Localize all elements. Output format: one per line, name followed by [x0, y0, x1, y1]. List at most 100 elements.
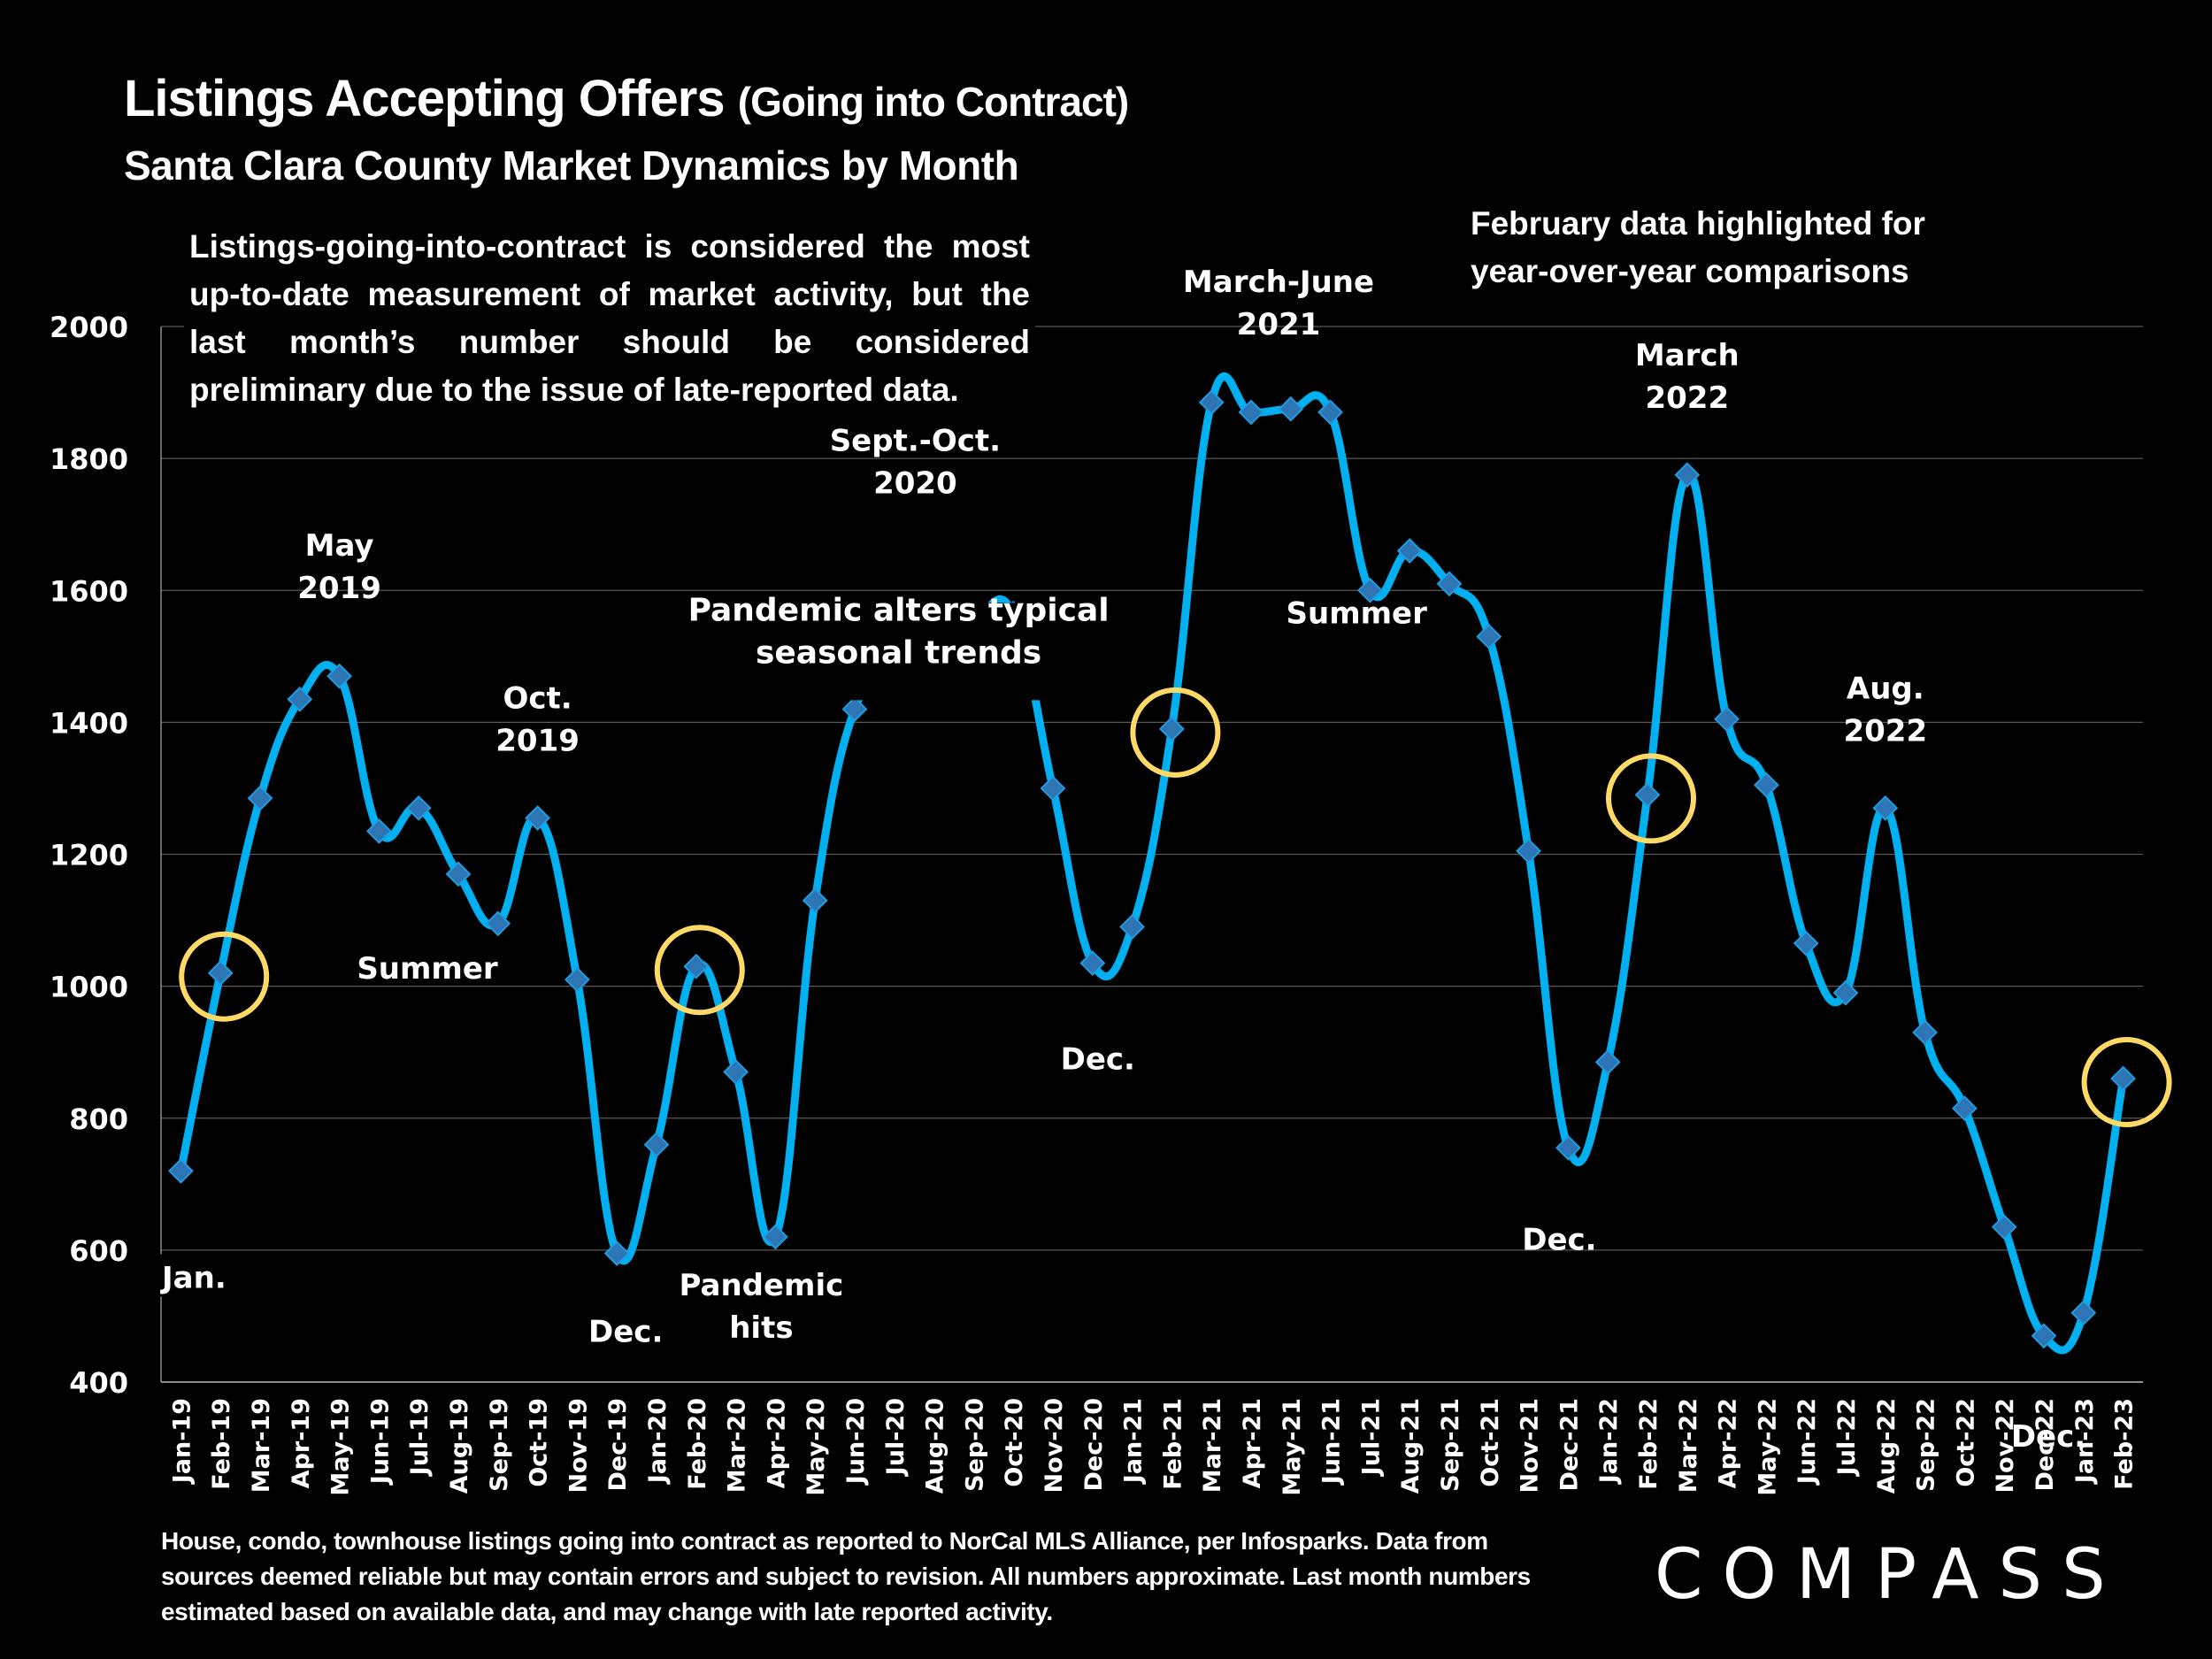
x-tick-label: Jul-21 — [1357, 1398, 1385, 1477]
february-highlight-note: February data highlighted for year-over-… — [1471, 200, 1925, 296]
x-axis-ticks: Jan-19 Feb-19 Mar-19 Apr-19 May-19 Jun-19 Jul-… — [168, 1398, 2138, 1496]
x-tick-label: Feb-20 — [684, 1398, 711, 1490]
annotation-label: Jan. — [160, 1260, 227, 1295]
annotation-label: Aug. — [1847, 671, 1924, 706]
x-tick-label: Mar-22 — [1675, 1398, 1702, 1493]
x-tick-label: Dec-20 — [1080, 1398, 1108, 1492]
annotation-label: Oct. — [503, 680, 572, 716]
annotation-label: 2019 — [297, 571, 381, 606]
y-tick-label: 1600 — [50, 574, 128, 608]
x-tick-label: Nov-19 — [565, 1398, 592, 1494]
data-point-Jul-22 — [1832, 979, 1859, 1006]
data-point-Jun-20 — [841, 696, 868, 722]
x-tick-label: Mar-21 — [1199, 1398, 1226, 1493]
data-point-Nov-22 — [1991, 1214, 2017, 1240]
x-tick-label: Jan-23 — [2071, 1398, 2099, 1485]
data-point-Feb-21 — [1158, 716, 1185, 742]
data-point-Jan-22 — [1594, 1048, 1621, 1075]
data-point-Dec-21 — [1555, 1134, 1581, 1161]
x-tick-label: Feb-21 — [1159, 1398, 1187, 1490]
data-point-Sep-22 — [1912, 1019, 1939, 1046]
x-tick-label: Nov-20 — [1041, 1398, 1068, 1494]
annotation-label: 2019 — [495, 723, 580, 758]
data-point-Jul-21 — [1356, 577, 1383, 603]
x-tick-label: Sep-22 — [1913, 1398, 1940, 1492]
x-tick-label: Aug-19 — [446, 1398, 473, 1494]
highlight-ring-Feb-22 — [1606, 753, 1696, 844]
data-point-Jan-21 — [1119, 914, 1146, 940]
february-note-line-1: February data highlighted for — [1471, 205, 1925, 242]
data-point-May-22 — [1753, 772, 1779, 798]
x-tick-label: Nov-22 — [1992, 1398, 2019, 1494]
data-point-Apr-22 — [1714, 706, 1740, 733]
data-point-Nov-19 — [564, 966, 590, 993]
annotation-label: Summer — [1286, 596, 1428, 632]
chart-annotations: Jan. May 2019 Summer Oct. 2019 Dec. Pandemic hit… — [154, 265, 2085, 1455]
x-tick-label: Oct-21 — [1477, 1398, 1504, 1487]
x-tick-label: Feb-23 — [2111, 1398, 2139, 1490]
x-tick-label: May-19 — [327, 1398, 355, 1496]
data-point-Dec-19 — [603, 1240, 630, 1267]
data-point-May-20 — [802, 887, 828, 914]
x-tick-label: Apr-20 — [763, 1398, 790, 1488]
highlight-ring-Feb-20 — [654, 925, 745, 1016]
y-tick-label: 1400 — [50, 706, 128, 740]
x-tick-label: Aug-21 — [1397, 1398, 1425, 1494]
data-point-Aug-19 — [445, 861, 472, 887]
x-tick-label: Jul-19 — [406, 1398, 434, 1477]
data-point-Nov-20 — [1040, 775, 1066, 802]
x-tick-label: Jan-19 — [168, 1398, 196, 1485]
x-tick-label: Apr-21 — [1239, 1398, 1266, 1488]
february-note-line-2: year-over-year comparisons — [1471, 253, 1909, 289]
x-tick-label: Jun-22 — [1793, 1398, 1821, 1486]
data-point-Jul-19 — [405, 795, 432, 821]
x-tick-label: Sep-20 — [961, 1398, 988, 1492]
data-point-Mar-21 — [1198, 389, 1225, 416]
x-tick-label: May-20 — [803, 1398, 830, 1496]
y-tick-label: 1800 — [50, 442, 128, 476]
x-tick-label: Mar-19 — [248, 1398, 275, 1493]
methodology-note: Listings-going-into-contract is consider… — [184, 223, 1035, 414]
data-point-Nov-21 — [1516, 838, 1542, 864]
x-tick-label: Oct-20 — [1001, 1398, 1028, 1487]
data-point-Feb-23 — [2110, 1065, 2137, 1092]
data-point-Jun-22 — [1793, 930, 1819, 956]
x-tick-label: Dec-21 — [1555, 1398, 1583, 1492]
data-point-Jan-23 — [2070, 1300, 2097, 1326]
chart-title: Listings Accepting Offers (Going into Co… — [124, 69, 1129, 128]
x-tick-label: May-22 — [1754, 1398, 1781, 1496]
y-axis-ticks: 400 600 800 1000 1200 1400 1600 1800 2000 — [50, 311, 128, 1400]
x-tick-label: Oct-19 — [526, 1398, 553, 1487]
chart-subtitle: Santa Clara County Market Dynamics by Mo… — [124, 142, 1019, 188]
x-tick-label: Jun-19 — [366, 1398, 394, 1486]
data-point-Sep-19 — [485, 910, 511, 937]
data-point-Sep-21 — [1436, 571, 1463, 597]
x-tick-label: Oct-22 — [1952, 1398, 1979, 1487]
data-point-Mar-20 — [723, 1059, 749, 1085]
chart-title-parenthetical: (Going into Contract) — [737, 79, 1129, 125]
data-point-Apr-19 — [287, 686, 313, 712]
annotation-label: May — [305, 528, 374, 564]
data-point-Feb-19 — [207, 960, 234, 987]
highlight-ring-Feb-19 — [179, 931, 270, 1022]
series-line — [176, 372, 2128, 1355]
data-point-May-19 — [326, 663, 353, 689]
data-point-Jun-19 — [365, 818, 392, 844]
x-tick-label: Feb-19 — [208, 1398, 235, 1490]
data-point-Jun-21 — [1317, 399, 1344, 426]
y-tick-label: 400 — [69, 1366, 128, 1400]
x-tick-label: Apr-19 — [288, 1398, 315, 1488]
data-point-Jan-20 — [643, 1132, 670, 1157]
annotation-label: 2020 — [873, 465, 957, 501]
annotation-label: 2021 — [1237, 307, 1321, 342]
x-tick-label: Jun-20 — [842, 1398, 870, 1486]
annotation-label: March — [1635, 338, 1740, 373]
data-point-Dec-20 — [1079, 950, 1106, 976]
annotation-label: Dec. — [2011, 1419, 2085, 1455]
data-point-Mar-19 — [247, 785, 273, 811]
annotation-label: Sept.-Oct. — [830, 423, 1001, 458]
annotation-label: seasonal trends — [756, 634, 1041, 671]
data-point-Apr-21 — [1238, 399, 1264, 426]
data-point-Oct-21 — [1476, 624, 1502, 649]
